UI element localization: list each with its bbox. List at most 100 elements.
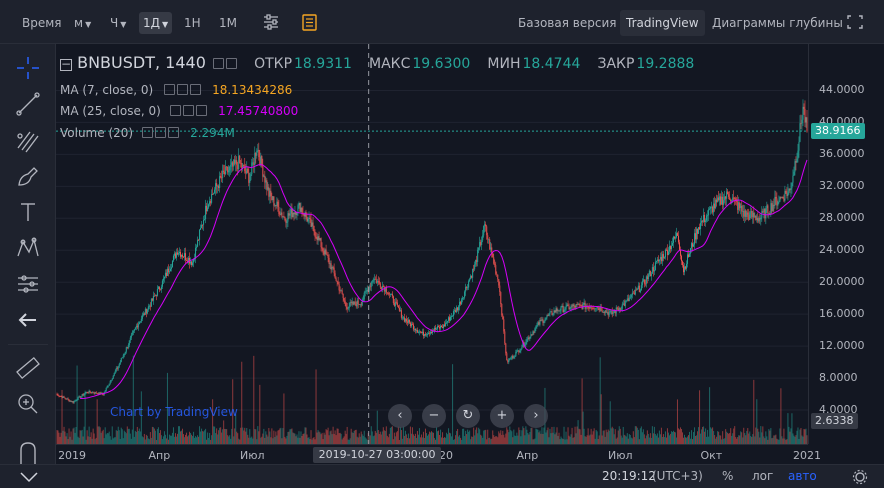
brush-icon[interactable] [14, 162, 42, 190]
close-icon[interactable] [168, 127, 179, 138]
candle-body [596, 306, 598, 308]
interval-1m[interactable]: 1М [219, 16, 237, 30]
magnet-icon[interactable] [14, 436, 42, 464]
price-chart[interactable] [56, 44, 808, 444]
volume-bar [399, 427, 401, 444]
volume-bar [773, 435, 775, 444]
candle-body [264, 175, 266, 183]
scroll-left-button[interactable]: ‹ [388, 404, 412, 428]
volume-bar [683, 437, 685, 444]
eye-icon[interactable] [212, 58, 224, 69]
settings-icon[interactable] [155, 127, 166, 138]
hour-dropdown[interactable]: Ч ▼ [110, 12, 126, 34]
volume-bar [59, 436, 61, 444]
candle-body [723, 200, 725, 205]
tradingview-tab[interactable]: TradingView [620, 10, 705, 36]
settings-button[interactable] [852, 469, 868, 488]
settings-icon[interactable] [183, 105, 194, 116]
arrow-left-icon[interactable] [14, 306, 42, 334]
candle-body [468, 281, 470, 288]
candle-body [768, 213, 770, 214]
time-menu[interactable]: Время [22, 16, 62, 30]
candle-body [67, 398, 69, 400]
volume-bar [58, 432, 60, 444]
volume-bar [221, 432, 223, 444]
price-tick-label: 44.0000 [819, 83, 865, 97]
volume-bar [629, 435, 631, 444]
candle-body [312, 222, 314, 226]
crosshair-icon[interactable] [14, 54, 42, 82]
reset-button[interactable]: ↻ [456, 404, 480, 428]
candle-body [371, 281, 373, 283]
volume-bar [193, 431, 195, 444]
volume-bar [546, 430, 548, 444]
price-axis[interactable]: 44.0000 40.0000 36.0000 32.0000 28.0000 24.00… [808, 44, 884, 444]
chart-canvas[interactable] [56, 44, 808, 444]
volume-bar [203, 431, 205, 444]
volume-bar [768, 429, 770, 444]
templates-button[interactable] [296, 10, 322, 34]
candle-body [611, 311, 613, 314]
close-icon[interactable] [196, 105, 207, 116]
candle-body [149, 305, 151, 307]
candle-body [677, 235, 679, 243]
candle-body [648, 270, 650, 275]
pattern-tool-icon[interactable] [14, 234, 42, 262]
collapse-panel-button[interactable] [14, 467, 44, 488]
text-tool-icon[interactable] [14, 198, 42, 226]
log-toggle[interactable]: лог [752, 469, 774, 483]
candle-body [229, 166, 231, 171]
eye-icon[interactable] [170, 105, 181, 116]
zoom-in-icon[interactable] [14, 390, 42, 418]
volume-bar [508, 432, 510, 444]
fib-tool-icon[interactable] [14, 126, 42, 154]
volume-bar [739, 435, 741, 444]
candle-body [474, 264, 476, 270]
depth-chart-tab[interactable]: Диаграммы глубины [712, 16, 843, 30]
scroll-right-button[interactable]: › [524, 404, 548, 428]
trend-line-icon[interactable] [14, 90, 42, 118]
timezone[interactable]: (UTC+3) [652, 469, 703, 483]
minute-dropdown[interactable]: м ▼ [74, 12, 91, 34]
candle-body [108, 383, 110, 386]
interval-1h[interactable]: 1Н [184, 16, 201, 30]
basic-version-tab[interactable]: Базовая версия [518, 16, 617, 30]
collapse-icon[interactable]: − [60, 57, 72, 71]
volume-bar [171, 432, 173, 444]
candle-body [317, 236, 319, 241]
volume-bar [86, 430, 88, 444]
candle-body [712, 206, 714, 213]
eye-icon[interactable] [142, 127, 153, 138]
candle-body [297, 205, 299, 214]
volume-bar [397, 426, 399, 444]
percent-toggle[interactable]: % [722, 469, 734, 483]
candle-body [90, 392, 92, 394]
settings-icon[interactable] [225, 58, 237, 69]
candle-body [571, 305, 573, 307]
fullscreen-button[interactable] [842, 10, 868, 34]
candle-body [145, 308, 147, 314]
time-axis[interactable]: 2019АпрИюл2020АпрИюлОкт2021 2019-10-27 0… [56, 444, 821, 464]
candle-body [77, 397, 79, 401]
indicators-button[interactable] [258, 10, 284, 34]
zoom-out-button[interactable]: − [422, 404, 446, 428]
prediction-tool-icon[interactable] [14, 270, 42, 298]
auto-toggle[interactable]: авто [788, 469, 817, 483]
candle-body [594, 308, 596, 310]
candle-body [140, 318, 142, 322]
candle-body [173, 253, 175, 256]
ruler-icon[interactable] [14, 354, 42, 382]
settings-icon[interactable] [177, 84, 188, 95]
candle-body [498, 279, 500, 286]
day-dropdown[interactable]: 1Д ▼ [139, 12, 173, 34]
candle-body [72, 401, 74, 403]
zoom-in-button[interactable]: + [490, 404, 514, 428]
close-icon[interactable] [190, 84, 201, 95]
candle-body [502, 315, 504, 320]
volume-bar [573, 437, 575, 444]
volume-bar [286, 435, 288, 444]
eye-icon[interactable] [164, 84, 175, 95]
candle-body [549, 311, 551, 314]
candle-body [480, 242, 482, 245]
candle-body [668, 245, 670, 252]
